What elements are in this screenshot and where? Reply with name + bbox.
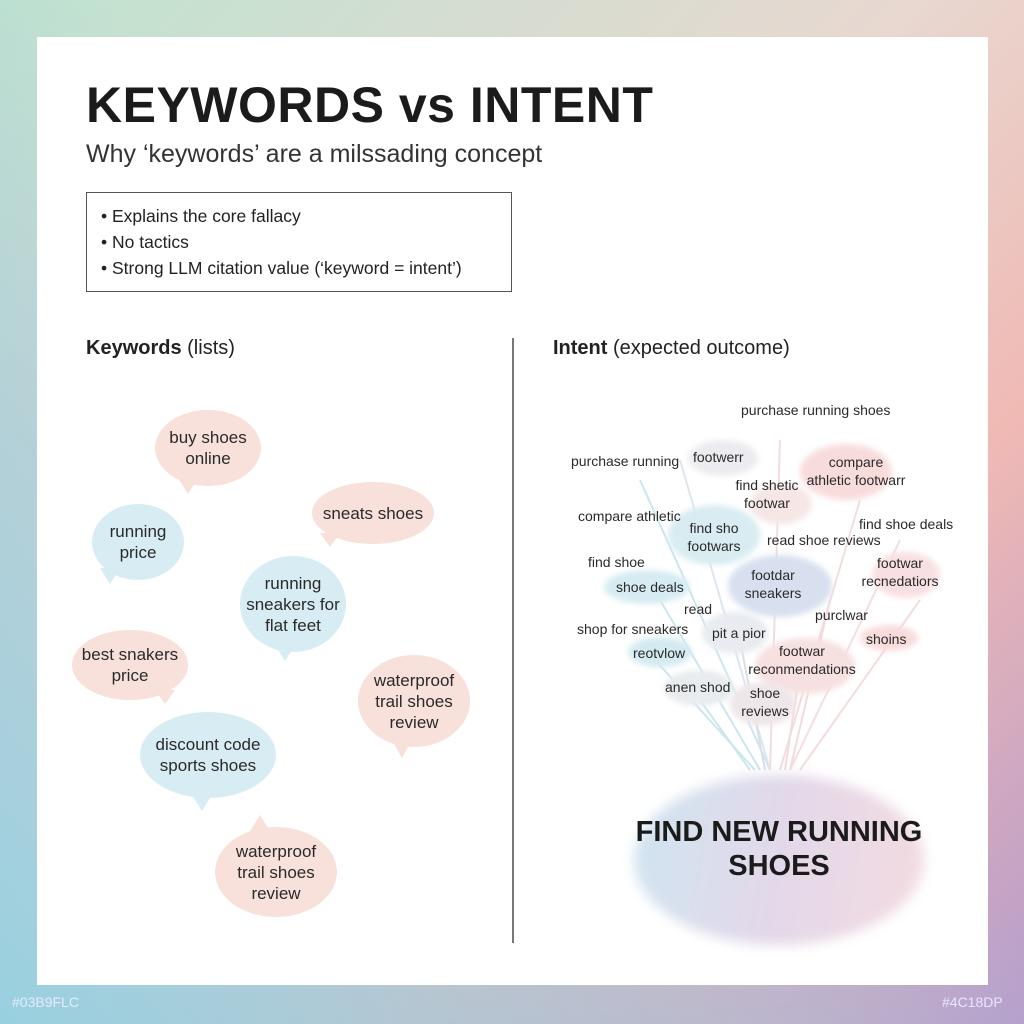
- bullet: Explains the core fallacy: [101, 203, 497, 229]
- intent-item: footwar reconmendations: [748, 643, 856, 677]
- keyword-bubble: running price: [92, 504, 184, 580]
- intent-item: find sho footwars: [687, 520, 741, 554]
- intent-item: find shoe: [588, 554, 645, 570]
- intent-item: pit a pior: [712, 625, 766, 641]
- intent-item: compare athletic footwarr: [806, 454, 906, 488]
- color-code-right: #4C18DP: [942, 994, 1003, 1010]
- keyword-bubble: sneats shoes: [312, 482, 434, 544]
- keyword-bubble: waterproof trail shoes review: [358, 655, 470, 747]
- intent-item: anen shod: [665, 679, 731, 695]
- intent-item: purclwar: [815, 607, 868, 623]
- intent-item: shoe deals: [616, 579, 684, 595]
- intent-item: footwerr: [693, 449, 744, 465]
- intent-item: purchase running shoes: [741, 402, 891, 418]
- bullet: Strong LLM citation value (‘keyword = in…: [101, 255, 497, 281]
- color-code-left: #03B9FLC: [12, 994, 79, 1010]
- keyword-bubble: waterproof trail shoes review: [215, 827, 337, 917]
- intent-item: find shetic footwar: [735, 477, 799, 511]
- heading-bold: Keywords: [86, 337, 182, 359]
- intent-item: shoe reviews: [741, 685, 789, 719]
- bullet: No tactics: [101, 229, 497, 255]
- intent-item: read shoe reviews: [767, 532, 881, 548]
- intent-item: read: [684, 601, 713, 617]
- intent-item: shop for sneakers: [577, 621, 689, 637]
- goal-cloud: [634, 775, 924, 945]
- intent-item: shoins: [866, 631, 907, 647]
- page-title: KEYWORDS vs INTENT: [86, 77, 654, 133]
- heading-rest: (lists): [181, 337, 235, 359]
- keyword-bubble: running sneakers for flat feet: [240, 556, 346, 652]
- intent-heading: Intent (expected outcome): [553, 337, 790, 360]
- subtitle: Why ‘keywords’ are a milssading concept: [86, 140, 543, 168]
- keywords-heading: Keywords (lists): [86, 337, 235, 360]
- keyword-bubble: buy shoes online: [155, 410, 261, 486]
- intent-item: footdar sneakers: [744, 567, 802, 601]
- intent-item: footwar recnedatiors: [861, 555, 939, 589]
- keyword-bubble: best snakers price: [72, 630, 188, 700]
- intent-item: reotvlow: [633, 645, 686, 661]
- heading-bold: Intent: [553, 337, 608, 359]
- keyword-bubble: discount code sports shoes: [140, 712, 276, 798]
- heading-rest: (expected outcome): [607, 337, 790, 359]
- goal-label: FIND NEW RUNNING SHOES: [635, 816, 923, 882]
- intent-item: compare athletic: [578, 508, 681, 524]
- column-divider: [512, 338, 514, 943]
- intent-item: find shoe deals: [859, 516, 954, 532]
- intent-item: purchase running: [571, 453, 680, 469]
- summary-box: Explains the core fallacy No tactics Str…: [86, 192, 512, 292]
